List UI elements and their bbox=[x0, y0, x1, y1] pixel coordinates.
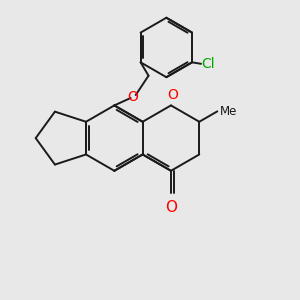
Text: Me: Me bbox=[220, 105, 237, 118]
Text: O: O bbox=[128, 89, 139, 103]
Text: Cl: Cl bbox=[202, 57, 215, 71]
Text: O: O bbox=[167, 88, 178, 102]
Text: O: O bbox=[165, 200, 177, 214]
